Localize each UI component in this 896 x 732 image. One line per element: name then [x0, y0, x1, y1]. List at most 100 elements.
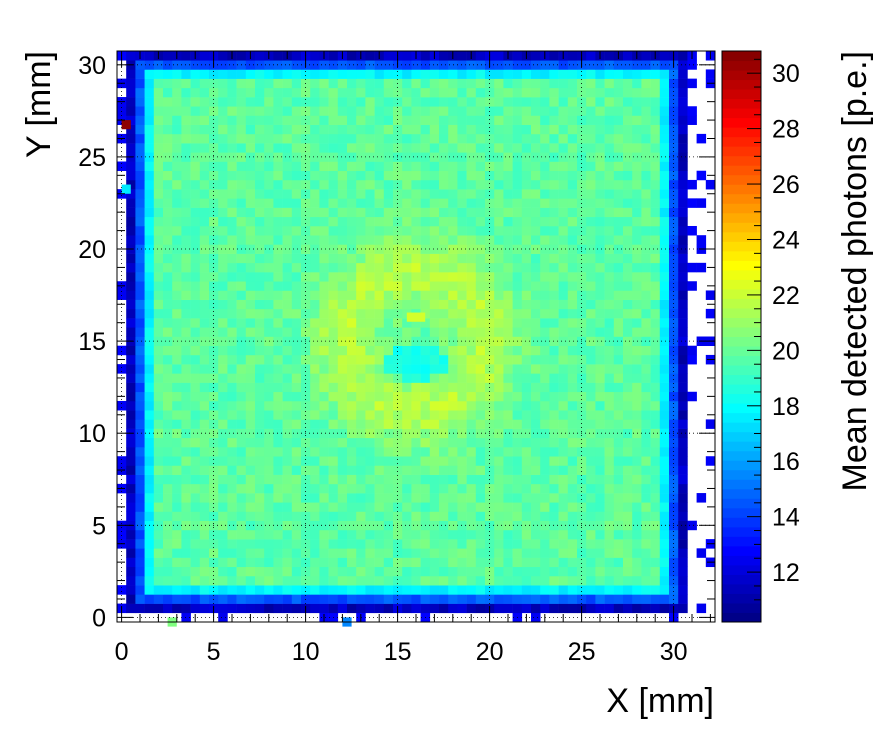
- heatmap-cell: [494, 373, 504, 383]
- heatmap-cell: [190, 198, 201, 208]
- heatmap-cell: [126, 290, 136, 300]
- heatmap-cell: [319, 124, 329, 135]
- heatmap-cell: [199, 51, 210, 61]
- heatmap-cell: [255, 60, 265, 70]
- heatmap-cell: [466, 520, 477, 531]
- heatmap-cell: [429, 566, 440, 577]
- heatmap-cell: [632, 308, 642, 319]
- heatmap-cell: [595, 557, 605, 568]
- heatmap-cell: [301, 419, 311, 429]
- color-scale-step: [722, 422, 761, 433]
- heatmap-cell: [319, 557, 329, 568]
- heatmap-cell: [282, 566, 293, 577]
- color-scale-tick-label: 14: [772, 504, 800, 532]
- heatmap-cell: [613, 557, 624, 568]
- heatmap-cell: [494, 189, 504, 199]
- heatmap-cell: [135, 428, 145, 439]
- heatmap-cell: [319, 511, 329, 521]
- heatmap-cell: [117, 400, 127, 411]
- color-scale-step: [722, 108, 761, 119]
- heatmap-cell: [337, 354, 348, 365]
- heatmap-cell: [475, 189, 486, 199]
- heatmap-cell: [659, 51, 670, 61]
- heatmap-cell: [531, 290, 541, 300]
- heatmap-cell: [623, 483, 633, 494]
- heatmap-cell: [181, 511, 191, 521]
- heatmap-cell: [512, 106, 523, 116]
- heatmap-cell: [337, 189, 348, 199]
- x-tick-label: 25: [568, 638, 596, 666]
- heatmap-cell: [153, 428, 164, 439]
- heatmap-cell: [531, 391, 541, 402]
- heatmap-cell: [540, 235, 550, 245]
- heatmap-cell: [632, 566, 642, 577]
- heatmap-cell: [218, 170, 228, 181]
- heatmap-cell: [669, 133, 679, 144]
- heatmap-cell: [365, 143, 375, 153]
- heatmap-cell: [411, 198, 421, 208]
- heatmap-cell: [567, 539, 578, 549]
- heatmap-cell: [273, 603, 283, 614]
- heatmap-cell: [153, 447, 164, 457]
- heatmap-cell: [669, 529, 679, 540]
- heatmap-cell: [595, 115, 605, 125]
- heatmap-cell: [199, 225, 210, 236]
- heatmap-cell: [310, 566, 320, 577]
- heatmap-cell: [218, 51, 228, 61]
- heatmap-cell: [402, 207, 412, 218]
- heatmap-cell: [135, 419, 145, 429]
- heatmap-cell: [255, 354, 265, 365]
- heatmap-cell: [669, 493, 679, 503]
- color-scale-step: [722, 136, 761, 147]
- heatmap-cell: [613, 60, 624, 70]
- heatmap-cell: [521, 603, 532, 614]
- heatmap-cell: [153, 529, 164, 540]
- heatmap-cell: [282, 179, 293, 190]
- heatmap-cell: [420, 161, 431, 172]
- heatmap-cell: [153, 69, 164, 79]
- heatmap-cell: [135, 318, 145, 328]
- heatmap-cell: [218, 262, 228, 273]
- heatmap-cell: [264, 520, 274, 531]
- heatmap-cell: [144, 106, 155, 116]
- heatmap-cell: [144, 170, 155, 181]
- heatmap-cell: [512, 474, 523, 485]
- heatmap-cell: [301, 465, 311, 475]
- heatmap-cell: [439, 152, 449, 162]
- heatmap-cell: [383, 87, 394, 98]
- heatmap-cell: [273, 87, 283, 98]
- heatmap-cell: [319, 483, 329, 494]
- heatmap-cell: [383, 69, 394, 79]
- heatmap-cell: [190, 557, 201, 568]
- heatmap-cell: [540, 262, 550, 273]
- heatmap-cell: [558, 400, 569, 411]
- heatmap-cell: [273, 437, 283, 448]
- heatmap-cell: [291, 465, 302, 475]
- heatmap-cell: [659, 456, 670, 466]
- heatmap-cell: [153, 456, 164, 466]
- heatmap-cell: [429, 189, 440, 199]
- heatmap-cell: [678, 575, 688, 586]
- heatmap-cell: [374, 594, 385, 604]
- heatmap-cell: [319, 474, 329, 485]
- heatmap-cell: [641, 557, 651, 568]
- heatmap-cell: [181, 253, 191, 264]
- heatmap-cell: [282, 161, 293, 172]
- heatmap-cell: [623, 69, 633, 79]
- heatmap-cell: [365, 465, 375, 475]
- heatmap-cell: [549, 566, 559, 577]
- heatmap-cell: [153, 308, 164, 319]
- heatmap-cell: [264, 124, 274, 135]
- heatmap-cell: [512, 281, 523, 291]
- heatmap-cell: [549, 161, 559, 172]
- heatmap-cell: [669, 548, 679, 558]
- heatmap-cell: [365, 428, 375, 439]
- heatmap-cell: [485, 511, 495, 521]
- heatmap-cell: [383, 391, 394, 402]
- heatmap-cell: [512, 161, 523, 172]
- heatmap-cell: [457, 253, 467, 264]
- heatmap-cell: [512, 290, 523, 300]
- heatmap-cell: [135, 594, 145, 604]
- heatmap-cell: [457, 603, 467, 614]
- heatmap-cell: [347, 78, 357, 89]
